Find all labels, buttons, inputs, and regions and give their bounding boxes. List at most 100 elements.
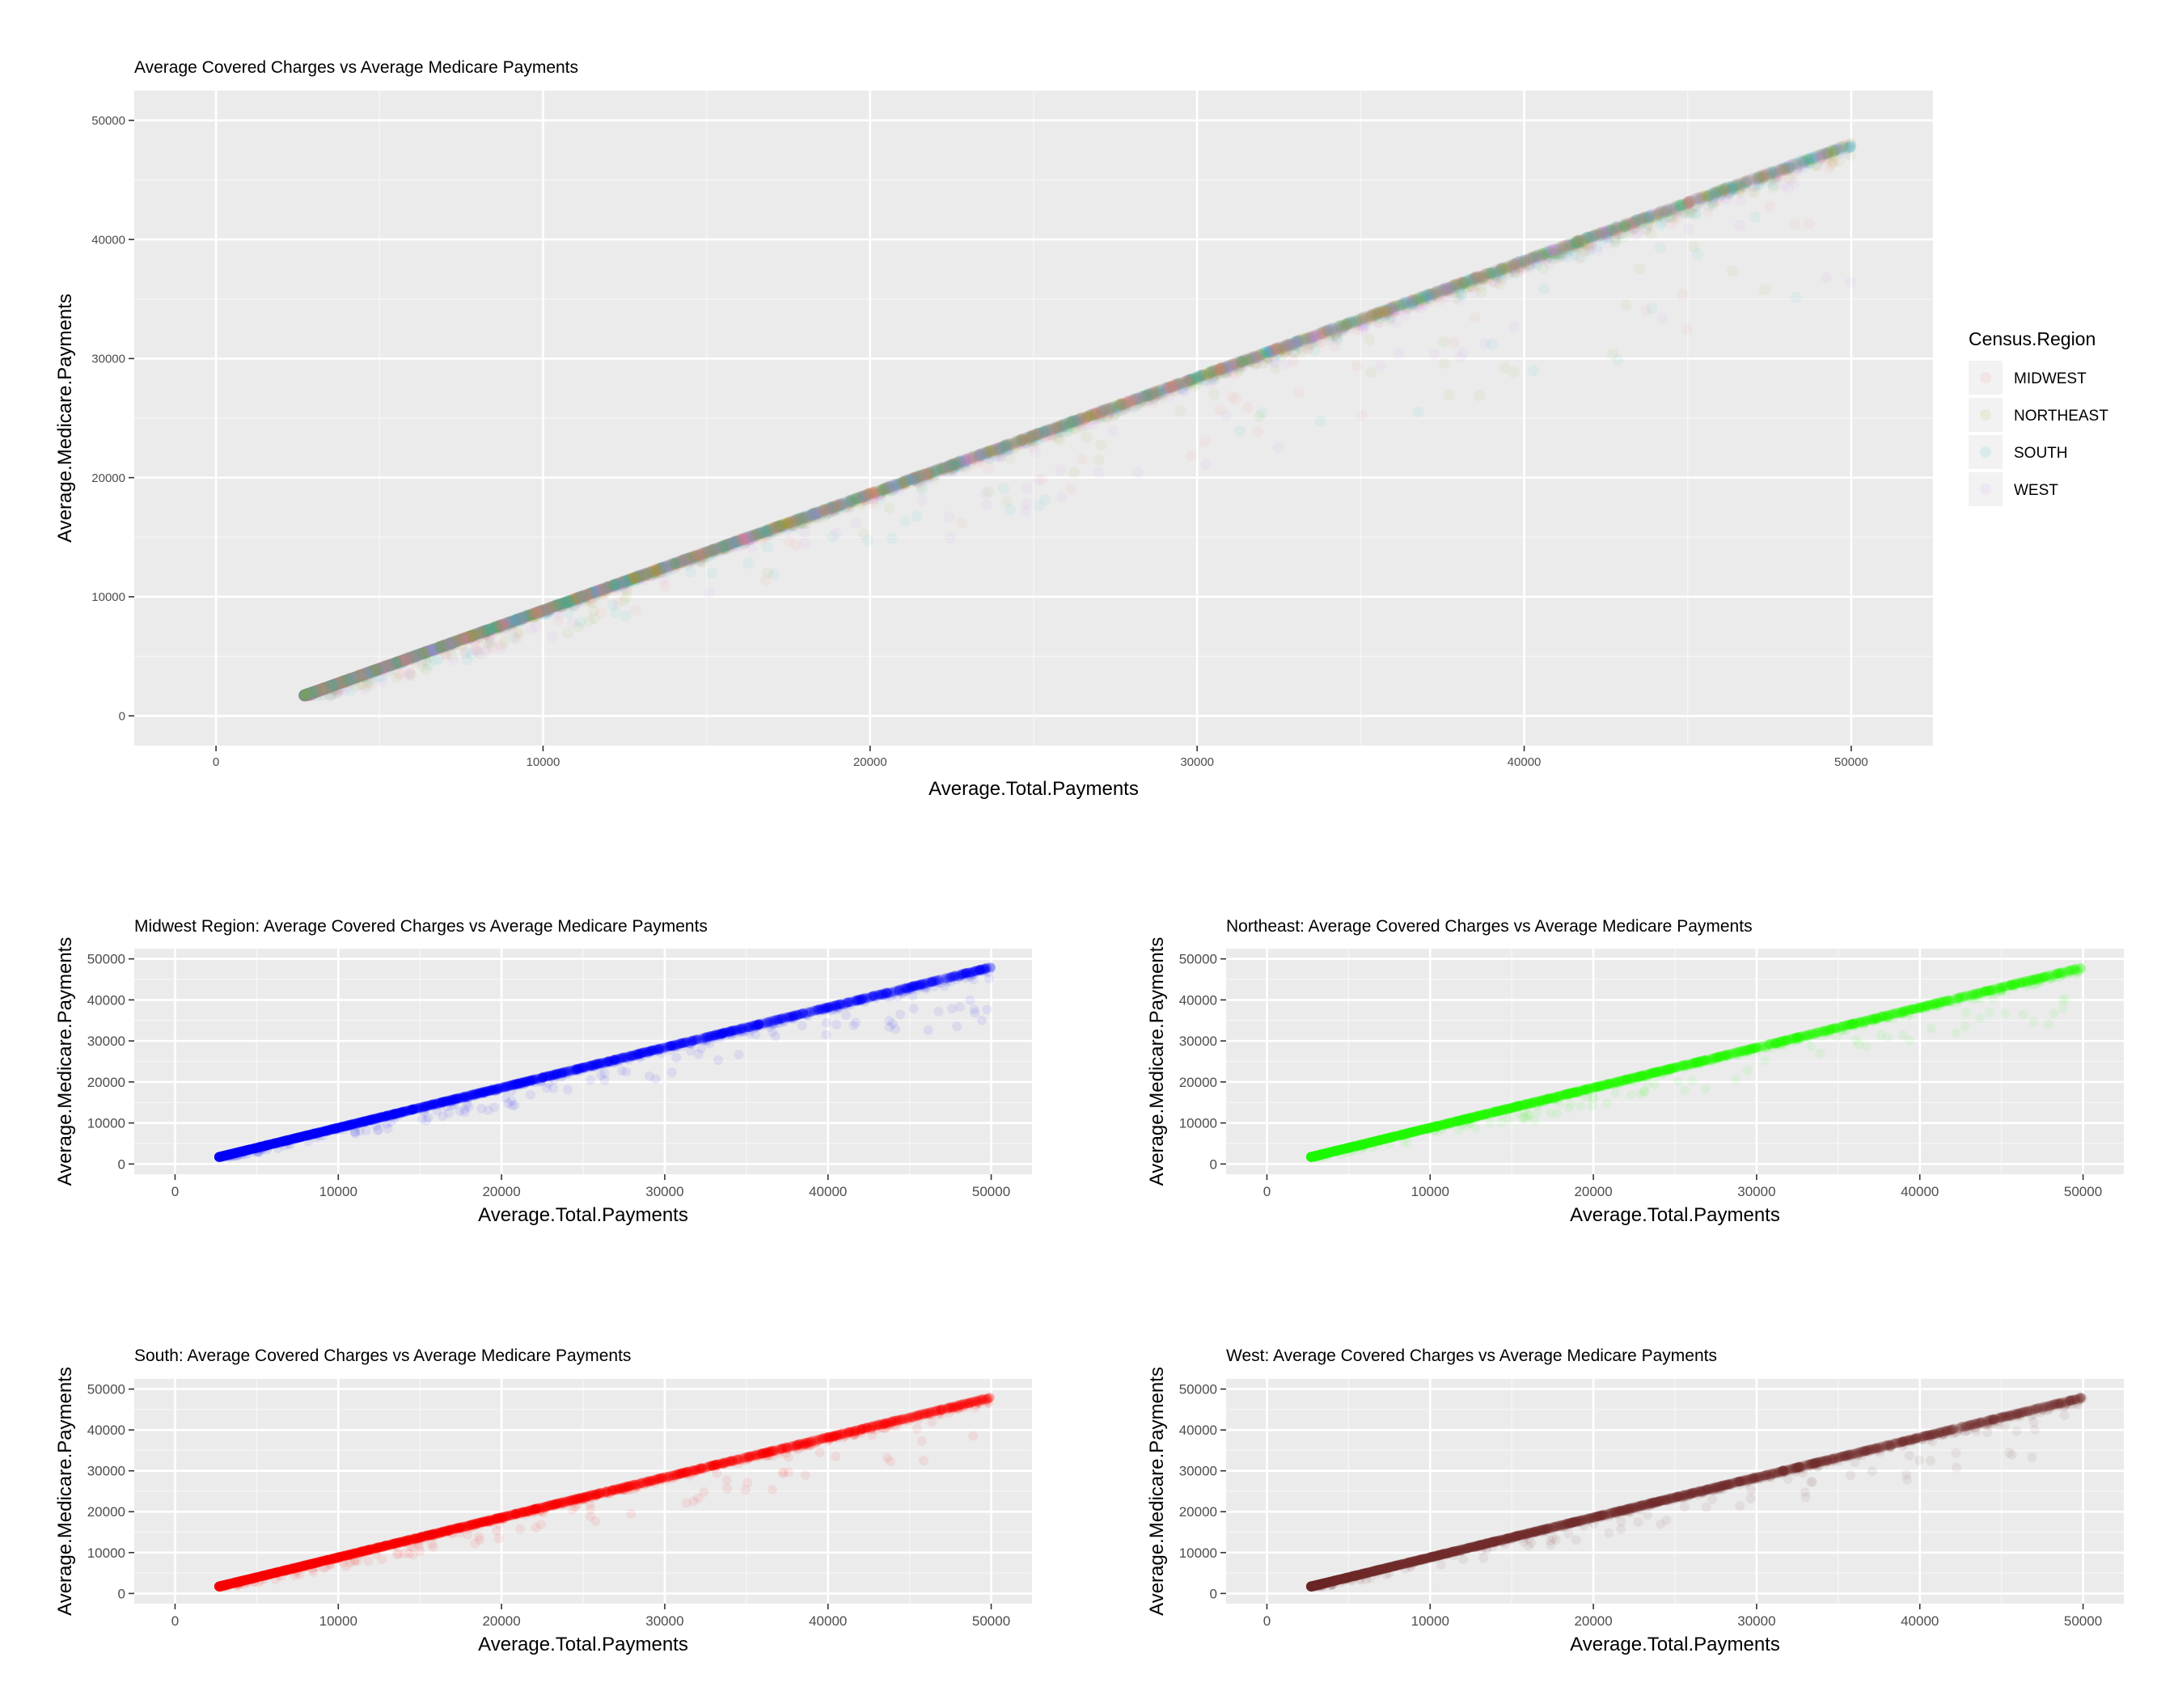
data-point xyxy=(1199,436,1211,447)
data-point xyxy=(1351,361,1363,372)
data-point xyxy=(1081,432,1093,443)
data-point xyxy=(1107,425,1119,437)
data-point xyxy=(1186,450,1197,462)
data-point xyxy=(1356,410,1368,421)
data-point xyxy=(1234,425,1246,437)
data-point xyxy=(1033,475,1044,486)
data-point xyxy=(790,539,802,551)
data-point xyxy=(403,670,414,681)
data-point xyxy=(983,486,994,497)
data-point xyxy=(1789,219,1800,230)
data-point xyxy=(1005,504,1016,515)
data-point xyxy=(1437,336,1449,348)
data-point xyxy=(1093,454,1105,465)
data-point xyxy=(1791,292,1802,303)
data-point xyxy=(1576,252,1587,263)
data-point xyxy=(1677,289,1688,300)
data-point xyxy=(1727,265,1738,277)
data-point xyxy=(704,587,715,598)
data-point xyxy=(1759,284,1770,295)
data-point xyxy=(1093,467,1105,478)
data-point xyxy=(1646,302,1657,314)
data-point xyxy=(359,683,370,695)
data-point xyxy=(1021,483,1033,494)
data-point xyxy=(1692,248,1703,260)
data-point xyxy=(1656,312,1668,323)
data-point xyxy=(1021,498,1032,509)
data-point xyxy=(1039,494,1051,505)
data-point xyxy=(659,581,670,592)
data-point xyxy=(1508,367,1520,378)
data-point xyxy=(831,527,842,539)
data-point xyxy=(1734,220,1745,231)
data-point xyxy=(1749,212,1761,223)
data-point xyxy=(1768,182,1779,193)
data-point xyxy=(1789,177,1800,188)
data-point xyxy=(562,628,573,639)
data-point xyxy=(423,660,434,671)
data-point xyxy=(1315,416,1326,427)
data-point xyxy=(1413,406,1424,417)
data-point xyxy=(1439,357,1450,369)
data-point xyxy=(768,569,780,580)
data-point xyxy=(1242,402,1254,413)
data-point xyxy=(1646,228,1657,239)
data-point xyxy=(1273,442,1284,453)
data-point xyxy=(1528,365,1539,376)
data-point xyxy=(1270,363,1281,374)
data-point xyxy=(981,500,992,511)
data-point xyxy=(1537,263,1549,274)
data-point xyxy=(1068,467,1080,479)
data-point xyxy=(547,631,558,642)
chart-0: 0 10000 20000 30000 40000 5000001000020000300… xyxy=(54,58,2108,800)
data-point xyxy=(886,533,898,544)
data-point xyxy=(1208,389,1220,400)
data-point xyxy=(1683,223,1694,235)
data-point xyxy=(1055,464,1067,476)
data-point xyxy=(575,616,586,628)
data-point xyxy=(1538,283,1550,294)
data-point xyxy=(899,515,911,526)
data-point xyxy=(610,607,621,618)
data-point xyxy=(630,605,641,616)
data-point xyxy=(1254,411,1265,422)
data-point xyxy=(1457,347,1469,358)
data-point xyxy=(1634,264,1645,275)
data-point xyxy=(480,646,491,657)
data-point xyxy=(858,528,869,539)
data-point xyxy=(762,542,773,553)
data-point xyxy=(1508,321,1520,332)
data-point xyxy=(1131,467,1143,478)
data-point xyxy=(1681,323,1693,335)
data-point xyxy=(1612,354,1623,366)
data-point xyxy=(1620,299,1631,311)
data-point xyxy=(1005,453,1016,464)
data-point xyxy=(944,511,955,522)
data-point xyxy=(707,568,718,579)
data-point xyxy=(459,648,470,659)
data-point xyxy=(618,595,629,607)
data-point xyxy=(1764,201,1775,212)
data-point xyxy=(1449,337,1460,349)
data-point xyxy=(1821,272,1832,283)
data-point xyxy=(1293,387,1305,399)
data-point xyxy=(1845,277,1856,288)
data-point xyxy=(620,611,632,622)
data-point xyxy=(1065,484,1076,495)
data-point xyxy=(1280,358,1292,370)
data-point xyxy=(956,518,967,529)
data-point xyxy=(1366,367,1377,378)
data-point xyxy=(1655,242,1666,253)
data-point xyxy=(1175,405,1186,416)
data-point xyxy=(1804,218,1815,230)
data-point xyxy=(998,483,1009,494)
data-point xyxy=(1469,312,1480,323)
data-point xyxy=(983,463,994,475)
data-point xyxy=(1230,393,1241,404)
data-point xyxy=(1096,439,1107,450)
data-point xyxy=(1474,390,1485,401)
data-point xyxy=(376,676,387,687)
data-point xyxy=(1220,410,1232,421)
data-point xyxy=(595,607,607,619)
